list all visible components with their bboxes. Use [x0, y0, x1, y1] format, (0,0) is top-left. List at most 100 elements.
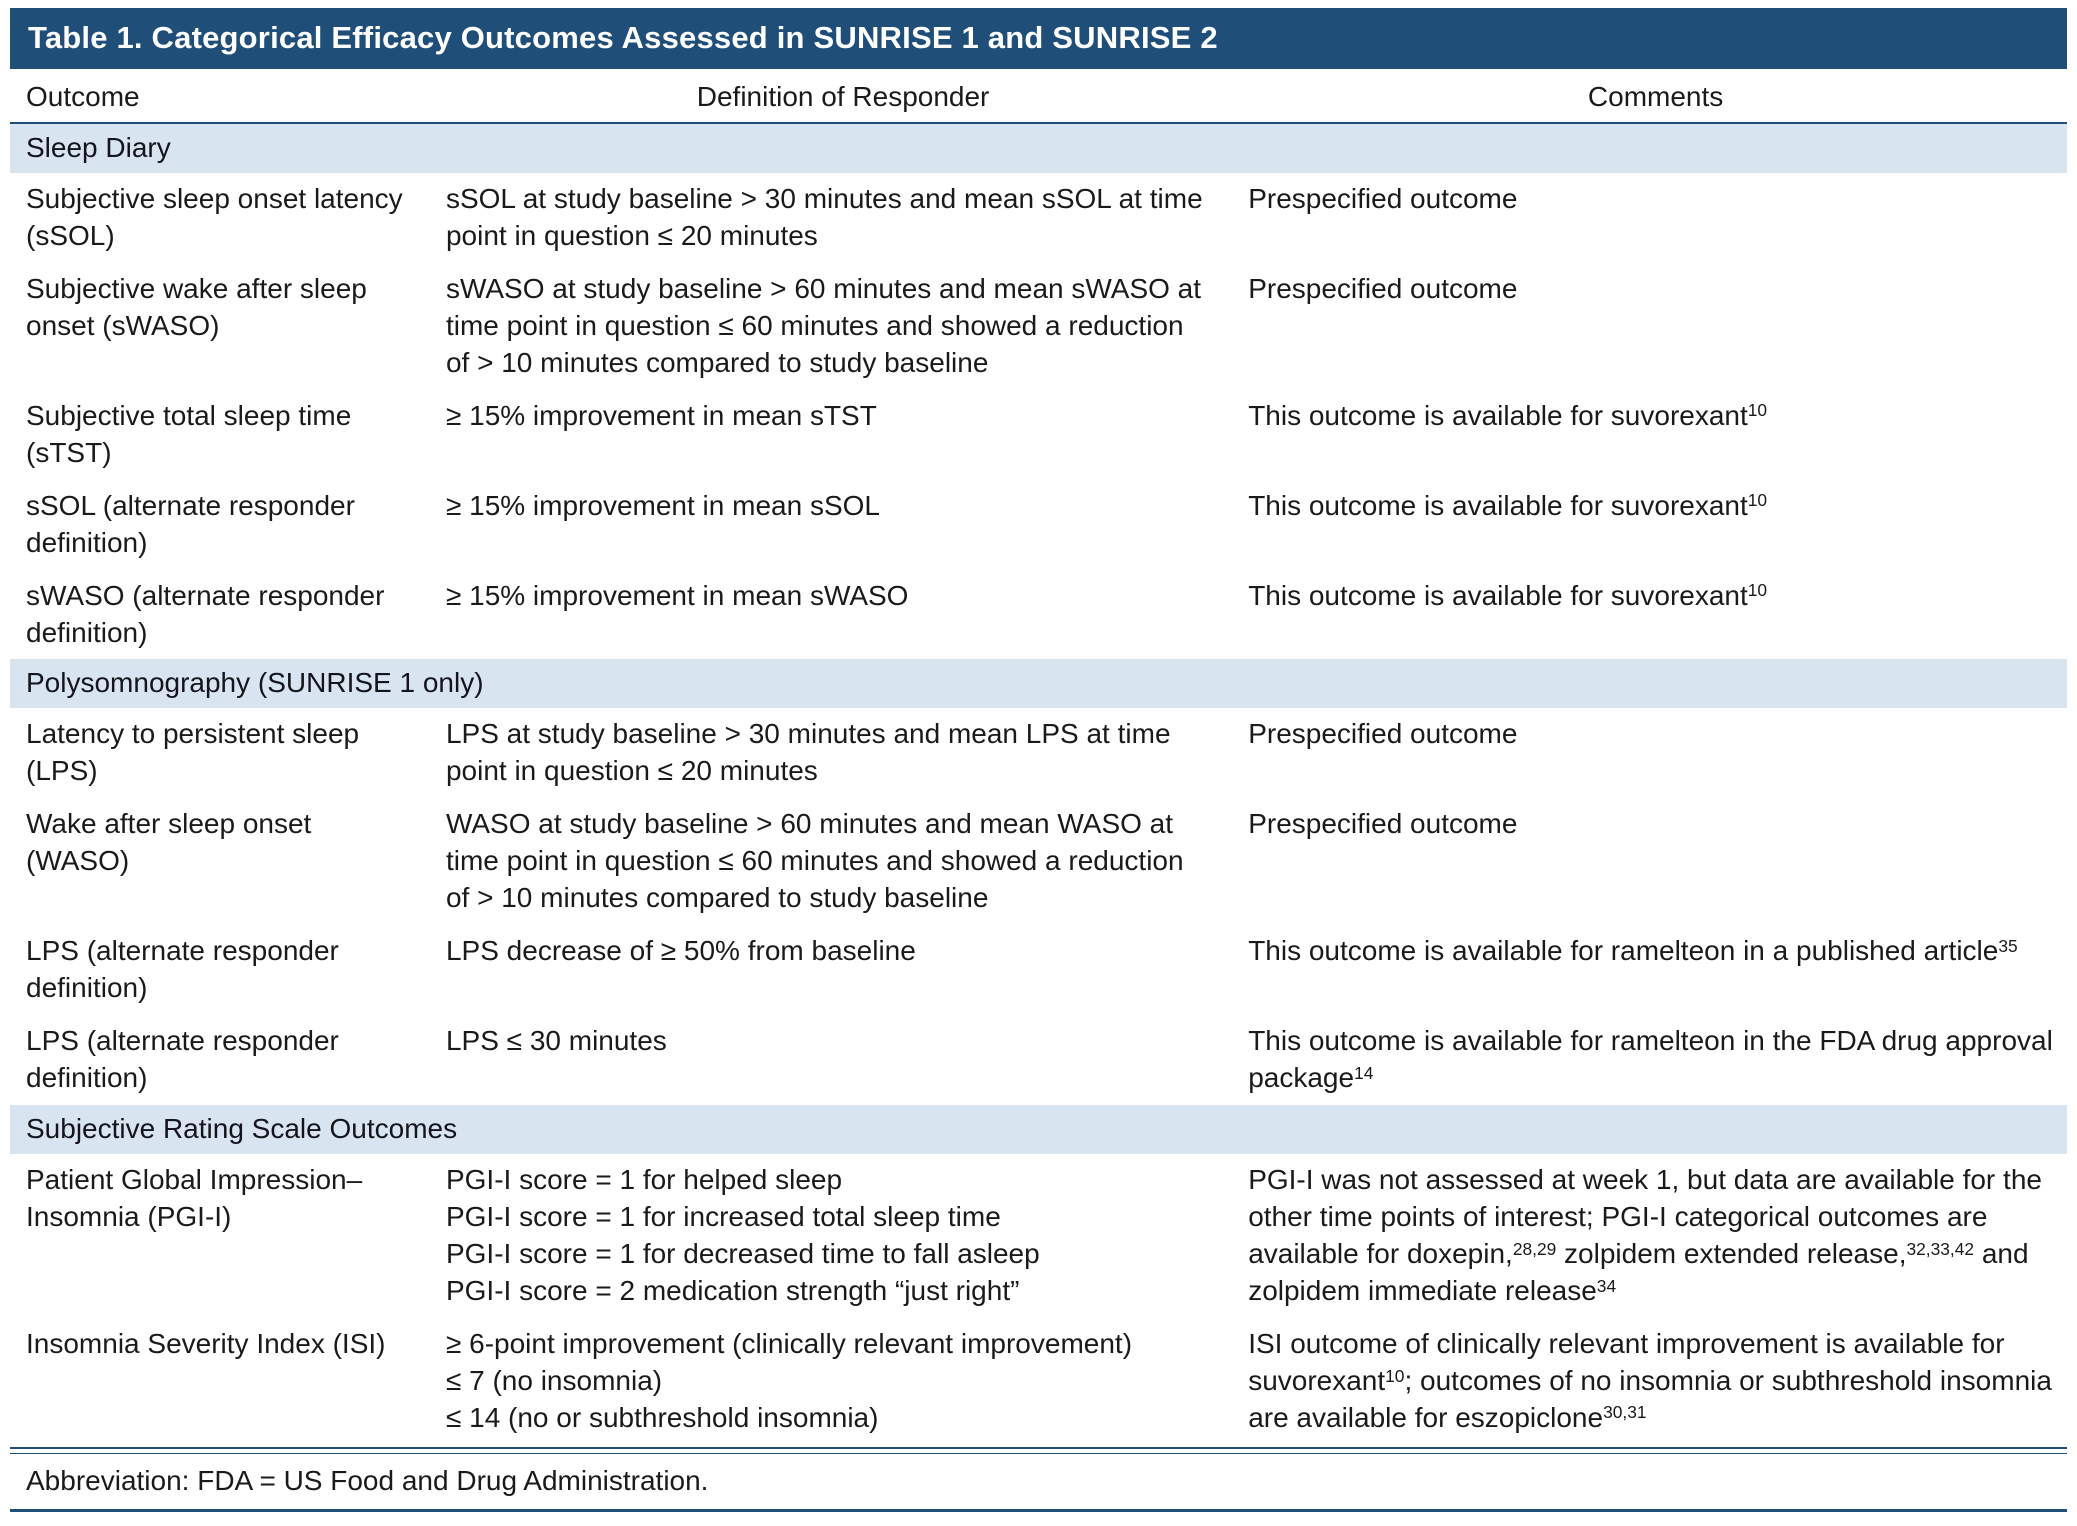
text-line: Insomnia Severity Index (ISI): [26, 1327, 386, 1359]
text-line: Prespecified outcome: [1248, 718, 1518, 750]
text-line: This outcome is available for ramelteon …: [1248, 1025, 2053, 1094]
table-row: Subjective total sleep time (sTST) ≥ 15% …: [10, 390, 2067, 480]
definition-cell: LPS ≤ 30 minutes: [442, 1015, 1244, 1105]
column-header-outcome: Outcome: [10, 69, 442, 124]
bottom-divider-bottom-line: [10, 1452, 2067, 1454]
section-header-row: Polysomnography (SUNRISE 1 only): [10, 659, 2067, 709]
text-line: This outcome is available for suvorexant…: [1248, 489, 1768, 521]
definition-cell: sWASO at study baseline > 60 minutes and…: [442, 263, 1244, 390]
section-header-label: Polysomnography (SUNRISE 1 only): [10, 659, 2067, 709]
text-line: Subjective total sleep time (sTST): [26, 399, 352, 468]
outcome-cell: LPS (alternate responder definition): [10, 925, 442, 1015]
column-header-row: Outcome Definition of Responder Comments: [10, 69, 2067, 124]
comments-cell: Prespecified outcome: [1244, 798, 2067, 925]
outcome-cell: sWASO (alternate responder definition): [10, 570, 442, 660]
section-header-label: Subjective Rating Scale Outcomes: [10, 1105, 2067, 1155]
outcome-cell: Latency to persistent sleep (LPS): [10, 708, 442, 798]
efficacy-outcomes-table: Outcome Definition of Responder Comments…: [10, 69, 2067, 1445]
text-line: LPS (alternate responder definition): [26, 1025, 339, 1094]
column-header-definition: Definition of Responder: [441, 69, 1245, 124]
table-row: Latency to persistent sleep (LPS) LPS at …: [10, 708, 2067, 798]
text-line: PGI-I score = 1 for helped sleep: [445, 1164, 843, 1196]
text-line: Subjective wake after sleep onset (sWASO…: [26, 272, 367, 341]
text-line: sWASO at study baseline > 60 minutes and…: [445, 272, 1202, 378]
comments-cell: This outcome is available for ramelteon …: [1244, 925, 2067, 1015]
definition-cell: PGI-I score = 1 for helped sleep PGI-I sc…: [442, 1154, 1244, 1318]
outcome-cell: Subjective sleep onset latency (sSOL): [10, 173, 442, 263]
text-line: sSOL (alternate responder definition): [26, 489, 355, 558]
section-header-label: Sleep Diary: [10, 123, 2067, 173]
comments-cell: This outcome is available for ramelteon …: [1244, 1015, 2067, 1105]
comments-cell: Prespecified outcome: [1244, 263, 2067, 390]
table-row: Patient Global Impression–Insomnia (PGI-…: [10, 1154, 2067, 1318]
table-row: Wake after sleep onset (WASO) WASO at stu…: [10, 798, 2067, 925]
table-row: Insomnia Severity Index (ISI) ≥ 6-point i…: [10, 1318, 2067, 1445]
text-line: LPS decrease of ≥ 50% from baseline: [445, 935, 916, 967]
text-line: LPS (alternate responder definition): [26, 935, 339, 1004]
text-line: This outcome is available for ramelteon …: [1248, 935, 2018, 967]
table-row: sSOL (alternate responder definition) ≥ 1…: [10, 480, 2067, 570]
outcome-cell: Wake after sleep onset (WASO): [10, 798, 442, 925]
table-row: LPS (alternate responder definition) LPS …: [10, 1015, 2067, 1105]
comments-cell: Prespecified outcome: [1244, 173, 2067, 263]
definition-cell: ≥ 15% improvement in mean sTST: [442, 390, 1244, 480]
text-line: ≤ 7 (no insomnia): [445, 1364, 663, 1396]
comments-cell: This outcome is available for suvorexant…: [1244, 570, 2067, 660]
text-line: PGI-I was not assessed at week 1, but da…: [1248, 1164, 2042, 1306]
text-line: ≥ 15% improvement in mean sTST: [445, 399, 877, 431]
comments-cell: PGI-I was not assessed at week 1, but da…: [1244, 1154, 2067, 1318]
footnote: Abbreviation: FDA = US Food and Drug Adm…: [26, 1464, 709, 1496]
outcome-cell: sSOL (alternate responder definition): [10, 480, 442, 570]
text-line: WASO at study baseline > 60 minutes and …: [445, 808, 1184, 914]
text-line: PGI-I score = 1 for decreased time to fa…: [445, 1237, 1040, 1269]
definition-cell: ≥ 15% improvement in mean sWASO: [442, 570, 1244, 660]
bottom-divider-top-line: [10, 1446, 2067, 1449]
definition-cell: LPS decrease of ≥ 50% from baseline: [442, 925, 1244, 1015]
text-line: ≥ 15% improvement in mean sWASO: [445, 579, 909, 611]
text-line: ≤ 14 (no or subthreshold insomnia): [445, 1401, 879, 1433]
text-line: This outcome is available for suvorexant…: [1248, 399, 1768, 431]
text-line: Prespecified outcome: [1248, 183, 1518, 214]
outcome-cell: Subjective wake after sleep onset (sWASO…: [10, 263, 442, 390]
table-row: LPS (alternate responder definition) LPS …: [10, 925, 2067, 1015]
definition-cell: ≥ 15% improvement in mean sSOL: [442, 480, 1244, 570]
comments-cell: ISI outcome of clinically relevant impro…: [1244, 1318, 2067, 1445]
text-line: ≥ 15% improvement in mean sSOL: [445, 489, 880, 521]
text-line: PGI-I score = 2 medication strength “jus…: [445, 1274, 1020, 1306]
text-line: Prespecified outcome: [1248, 272, 1518, 304]
text-line: sWASO (alternate responder definition): [26, 579, 385, 648]
outcome-cell: LPS (alternate responder definition): [10, 1015, 442, 1105]
text-line: ISI outcome of clinically relevant impro…: [1248, 1327, 2052, 1433]
text-line: LPS at study baseline > 30 minutes and m…: [445, 718, 1171, 787]
table-row: Subjective wake after sleep onset (sWASO…: [10, 263, 2067, 390]
text-line: Prespecified outcome: [1248, 808, 1518, 840]
table-row: Subjective sleep onset latency (sSOL) sSO…: [10, 173, 2067, 263]
outcome-cell: Subjective total sleep time (sTST): [10, 390, 442, 480]
definition-cell: ≥ 6-point improvement (clinically releva…: [442, 1318, 1244, 1445]
text-line: sSOL at study baseline > 30 minutes and …: [445, 183, 1203, 251]
text-line: Patient Global Impression–Insomnia (PGI-…: [26, 1164, 363, 1233]
text-line: Latency to persistent sleep (LPS): [26, 718, 360, 787]
column-header-comments: Comments: [1244, 69, 2067, 124]
text-line: This outcome is available for suvorexant…: [1248, 579, 1768, 611]
comments-cell: This outcome is available for suvorexant…: [1244, 390, 2067, 480]
definition-cell: LPS at study baseline > 30 minutes and m…: [442, 708, 1244, 798]
text-line: ≥ 6-point improvement (clinically releva…: [445, 1327, 1133, 1359]
text-line: Wake after sleep onset (WASO): [26, 808, 312, 877]
table-row: sWASO (alternate responder definition) ≥ …: [10, 570, 2067, 660]
definition-cell: sSOL at study baseline > 30 minutes and …: [442, 173, 1244, 263]
table-end-rule: [10, 1508, 2067, 1512]
text-line: LPS ≤ 30 minutes: [445, 1025, 667, 1057]
outcome-cell: Patient Global Impression–Insomnia (PGI-…: [10, 1154, 442, 1318]
comments-cell: Prespecified outcome: [1244, 708, 2067, 798]
text-line: Subjective sleep onset latency (sSOL): [26, 183, 403, 251]
table-title-bar: Table 1. Categorical Efficacy Outcomes A…: [10, 8, 2067, 69]
outcome-cell: Insomnia Severity Index (ISI): [10, 1318, 442, 1445]
definition-cell: WASO at study baseline > 60 minutes and …: [442, 798, 1244, 925]
section-header-row: Sleep Diary: [10, 123, 2067, 173]
comments-cell: This outcome is available for suvorexant…: [1244, 480, 2067, 570]
table-title: Table 1. Categorical Efficacy Outcomes A…: [28, 20, 1218, 55]
section-header-row: Subjective Rating Scale Outcomes: [10, 1105, 2067, 1155]
text-line: PGI-I score = 1 for increased total slee…: [445, 1201, 1001, 1233]
